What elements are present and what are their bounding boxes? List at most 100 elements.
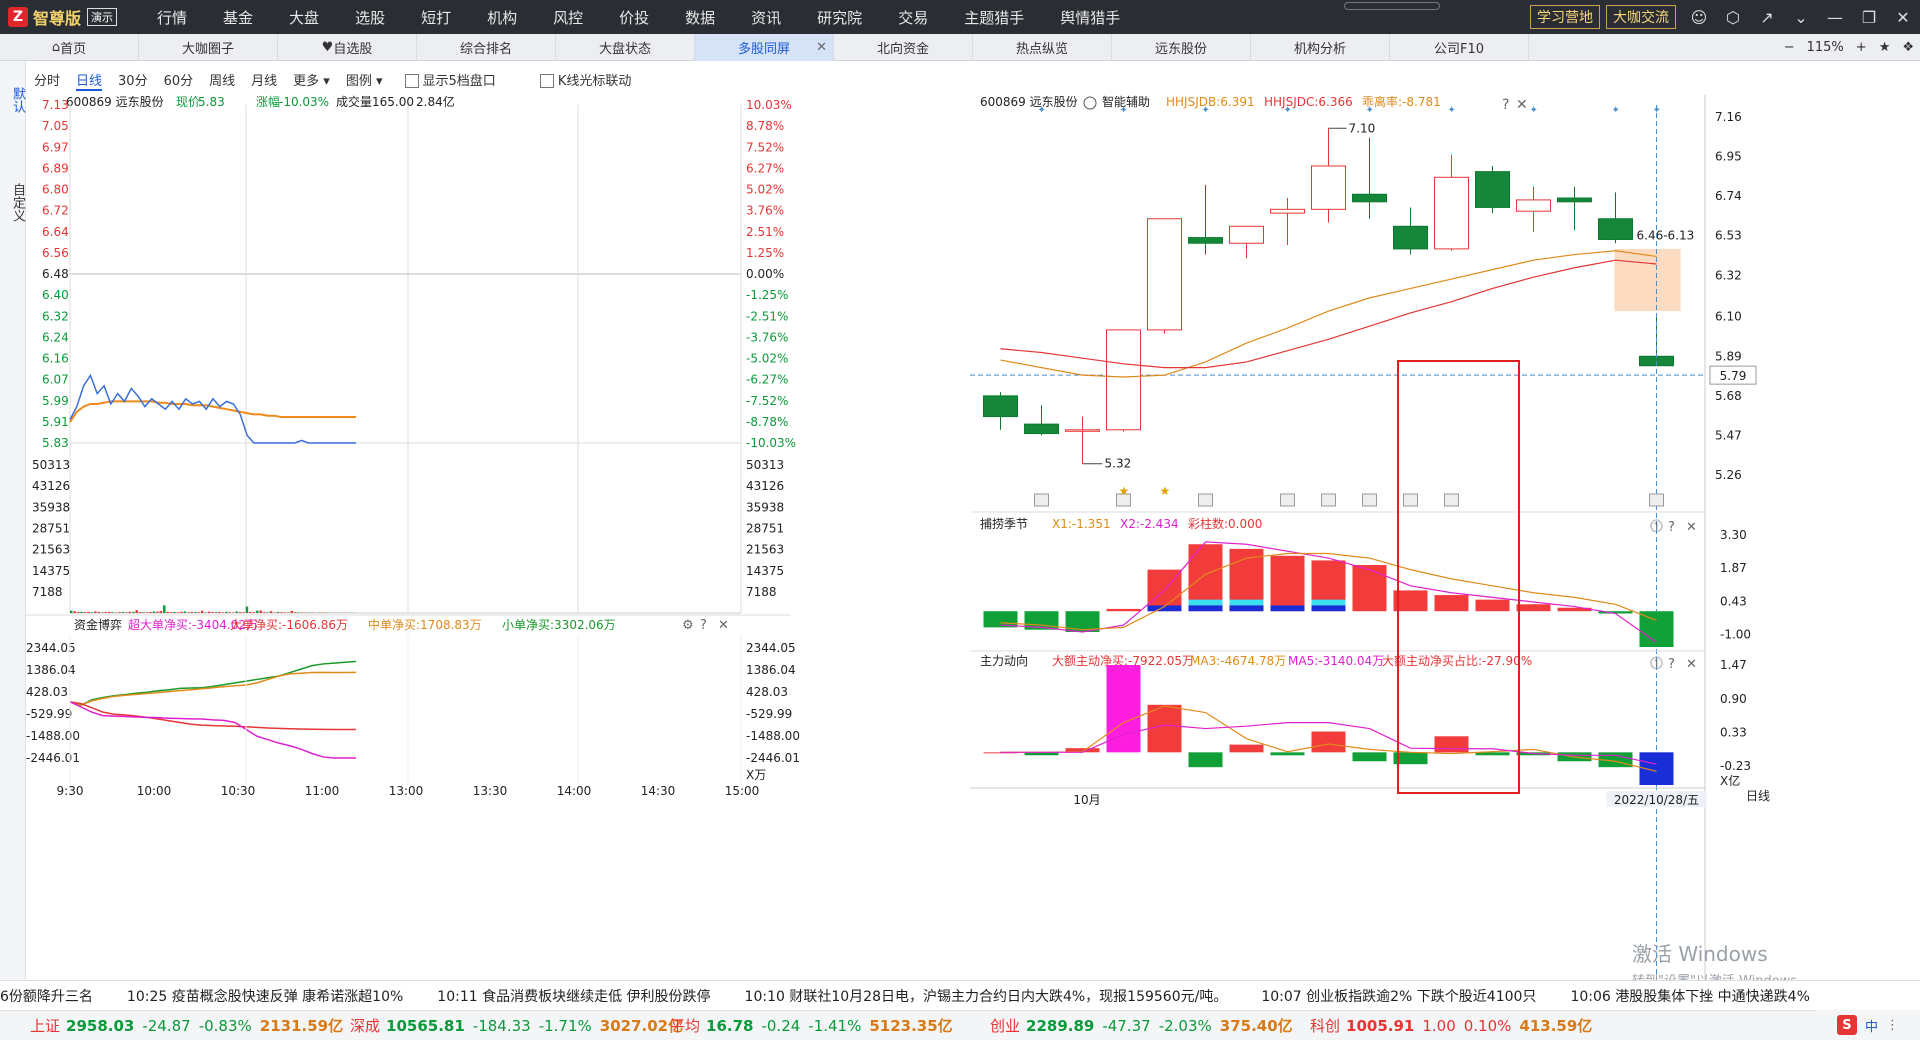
index-3[interactable]: 创业 2289.89 -47.37 -2.03% 375.40亿	[960, 1015, 1293, 1036]
index-0[interactable]: 上证 2958.03 -24.87 -0.83% 2131.59亿	[0, 1015, 343, 1036]
ticker-item[interactable]: 10:10 财联社10月28日电，沪锡主力合约日内大跌4%，现报159560元/…	[744, 988, 1228, 1005]
show5-checkbox[interactable]: 显示5档盘口	[404, 70, 496, 89]
period-tag: 日线	[1746, 789, 1770, 803]
fund-tick: 428.03	[26, 685, 68, 699]
ticker-item[interactable]: 6份额降升三名	[0, 988, 93, 1005]
tab-8[interactable]: 远东股份	[1112, 33, 1251, 61]
period-2[interactable]: 30分	[118, 73, 148, 89]
ticker-item[interactable]: 10:11 食品消费板块继续走低 伊利股份跌停	[437, 988, 711, 1005]
pin-icon[interactable]: ❖	[1902, 39, 1914, 55]
index-1[interactable]: 深成 10565.81 -184.33 -1.71% 3027.02亿	[320, 1015, 683, 1036]
tab-close-icon[interactable]: ✕	[816, 39, 827, 55]
settings-hex-icon[interactable]: ⬡	[1726, 7, 1740, 27]
nav-item-4[interactable]: 短打	[421, 8, 452, 27]
nav-item-10[interactable]: 研究院	[817, 8, 863, 27]
period-1[interactable]: 日线	[76, 73, 103, 91]
vol-bar	[152, 611, 156, 613]
kline-header: 600869 远东股份	[980, 95, 1078, 109]
nav-item-3[interactable]: 选股	[355, 8, 386, 27]
index-name: 平均	[670, 1017, 701, 1035]
learn-camp-button[interactable]: 学习营地	[1530, 5, 1600, 29]
more-dropdown[interactable]: 更多 ▾	[293, 73, 330, 89]
nav-item-13[interactable]: 舆情猎手	[1060, 8, 1121, 27]
index-4[interactable]: 科创 1005.91 1.00 0.10% 413.59亿	[1280, 1015, 1600, 1036]
tab-10[interactable]: 公司F10	[1390, 33, 1529, 61]
period-4[interactable]: 周线	[209, 73, 236, 89]
period-3[interactable]: 60分	[163, 73, 194, 89]
index-bar: 上证 2958.03 -24.87 -0.83% 2131.59亿 深成 10565.81-…	[0, 1010, 1920, 1040]
close-icon[interactable]: ✕	[1896, 7, 1910, 27]
zoom-plus-button[interactable]: +	[1855, 39, 1867, 55]
tab-3[interactable]: 综合排名	[417, 33, 556, 61]
index-name: 上证	[30, 1017, 61, 1035]
nav-item-9[interactable]: 资讯	[751, 8, 782, 27]
vol-bar	[204, 612, 207, 613]
sub1-bar-blue	[1147, 605, 1182, 612]
vol-bar	[70, 610, 73, 613]
tab-1[interactable]: 大咖圈子	[139, 33, 278, 61]
tab-6[interactable]: 北向资金	[834, 33, 973, 61]
sidebar-default[interactable]: 默认	[10, 87, 25, 113]
search-box[interactable]	[1344, 2, 1440, 10]
sub2-bar	[1188, 752, 1223, 768]
nav-item-5[interactable]: 机构	[487, 8, 518, 27]
tab-label: 公司F10	[1433, 41, 1485, 57]
sub1-header: X1:-1.351	[1052, 517, 1111, 531]
period-0[interactable]: 分时	[34, 73, 61, 89]
legend-dropdown[interactable]: 图例 ▾	[345, 73, 383, 89]
ticker-item[interactable]: 10:06 港股股集体下挫 中通快递跌4%	[1570, 988, 1810, 1005]
nav-item-0[interactable]: 行情	[157, 8, 188, 27]
sub1-bar	[1393, 590, 1428, 612]
star-icon[interactable]: ★	[1878, 39, 1891, 55]
tray-dots-icon[interactable]: ⋮	[1886, 1017, 1899, 1033]
fund-tick-right: -1488.00	[746, 729, 800, 743]
nav-item-2[interactable]: 大盘	[289, 8, 320, 27]
zoom-minus-button[interactable]: −	[1783, 39, 1795, 55]
nav-item-7[interactable]: 价投	[619, 8, 650, 27]
tab-0[interactable]: ⌂ 首页	[0, 33, 139, 61]
ticker-item[interactable]: 10:07 创业板指跌逾2% 下跌个股近4100只	[1261, 988, 1537, 1005]
sub2-bar	[1475, 752, 1510, 756]
community-button[interactable]: 大咖交流	[1606, 5, 1676, 29]
sogou-icon[interactable]: S	[1836, 1015, 1857, 1035]
price-tick: 6.48	[42, 267, 69, 281]
ime-indicator[interactable]: 中	[1864, 1019, 1878, 1035]
event-star-icon: ✦	[1448, 105, 1456, 116]
index-2[interactable]: 平均 16.78 -0.24 -1.41% 5123.35亿	[640, 1015, 960, 1036]
price-tick: 6.97	[42, 140, 69, 154]
kline-link-checkbox[interactable]: K线光标联动	[539, 70, 631, 89]
event-star-icon: ✦	[1653, 105, 1661, 116]
user-icon[interactable]: ☺	[1690, 7, 1708, 27]
fund-tick-right: -529.99	[746, 707, 792, 721]
logo-text: 智尊版	[33, 9, 82, 28]
minimize-icon[interactable]: —	[1827, 7, 1843, 27]
ticker-item[interactable]: 10:25 疫苗概念股快速反弹 康希诺涨超10%	[126, 988, 404, 1005]
event-marker-icon	[1362, 493, 1377, 507]
pct-tick: 5.02%	[746, 183, 784, 197]
candle	[1024, 423, 1059, 435]
nav-item-12[interactable]: 主题猎手	[964, 8, 1025, 27]
nav-item-8[interactable]: 数据	[685, 8, 716, 27]
tab-label: 自选股	[333, 41, 373, 57]
period-5[interactable]: 月线	[251, 73, 278, 89]
tab-7[interactable]: 热点纵览	[973, 33, 1112, 61]
collapse-icon[interactable]: ↗	[1760, 7, 1774, 27]
tab-5[interactable]: 多股同屏 ✕	[695, 33, 834, 61]
nav-item-11[interactable]: 交易	[898, 8, 929, 27]
restore-icon[interactable]: ❐	[1861, 7, 1877, 27]
kline-chart[interactable]: 600869 远东股份 智能辅助 HHJSJDB:6.391 HHJSJDC:6.36…	[970, 95, 1920, 980]
nav-item-1[interactable]: 基金	[223, 8, 254, 27]
tab-9[interactable]: 机构分析	[1251, 33, 1390, 61]
news-ticker[interactable]: 6份额降升三名 10:25 疫苗概念股快速反弹 康希诺涨超10% 10:11 食品消…	[0, 980, 1920, 1010]
tab-4[interactable]: 大盘状态	[556, 33, 695, 61]
sub1-close-icon: ✕	[1686, 520, 1697, 535]
time-tick: 13:30	[473, 784, 508, 798]
chevron-down-icon[interactable]: ⌄	[1794, 7, 1808, 27]
nav-item-6[interactable]: 风控	[553, 8, 584, 27]
vol-bar	[101, 612, 104, 613]
tab-2[interactable]: ♥ 自选股	[278, 33, 417, 61]
price-tick: 5.89	[1715, 349, 1742, 363]
sidebar-custom[interactable]: 自定义	[10, 183, 25, 222]
intraday-chart[interactable]: 600869 远东股份 现价5.83 涨幅-10.03% 成交量 165.00 2.84亿…	[26, 95, 970, 980]
vol-bar	[111, 612, 114, 613]
